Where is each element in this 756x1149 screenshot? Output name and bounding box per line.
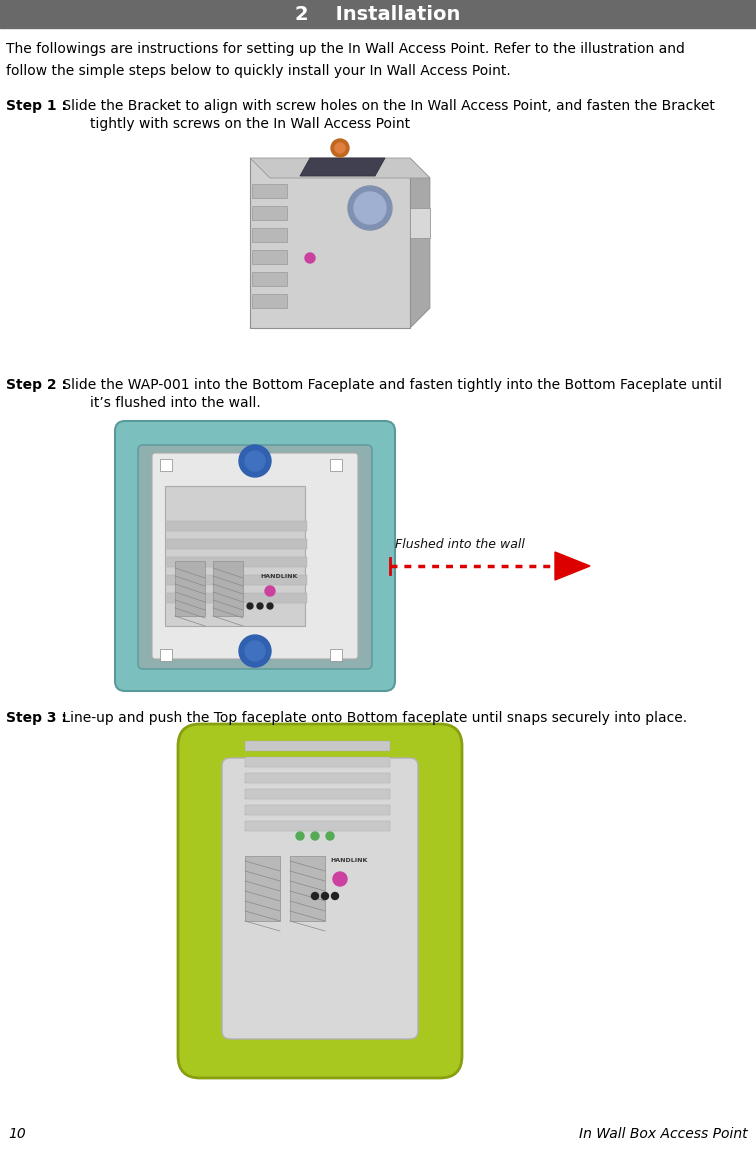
Circle shape <box>239 445 271 477</box>
Bar <box>290 856 325 921</box>
Text: In Wall Box Access Point: In Wall Box Access Point <box>579 1127 748 1141</box>
Bar <box>160 458 172 471</box>
Bar <box>252 294 287 308</box>
Bar <box>160 649 172 661</box>
Bar <box>252 184 287 198</box>
Bar <box>330 649 342 661</box>
Circle shape <box>326 832 334 840</box>
Bar <box>252 272 287 286</box>
Bar <box>167 574 307 585</box>
Circle shape <box>265 586 275 596</box>
Bar <box>410 208 430 238</box>
Circle shape <box>311 832 319 840</box>
Circle shape <box>239 635 271 668</box>
Bar <box>330 458 342 471</box>
Bar <box>252 250 287 264</box>
Circle shape <box>331 139 349 157</box>
Text: Step 1 :: Step 1 : <box>6 99 67 113</box>
Bar <box>213 561 243 616</box>
Text: 10: 10 <box>8 1127 26 1141</box>
Bar <box>245 822 390 831</box>
Text: Flushed into the wall: Flushed into the wall <box>395 538 525 550</box>
Circle shape <box>245 641 265 661</box>
Text: follow the simple steps below to quickly install your In Wall Access Point.: follow the simple steps below to quickly… <box>6 64 511 78</box>
Polygon shape <box>250 308 430 327</box>
Text: Slide the Bracket to align with screw holes on the In Wall Access Point, and fas: Slide the Bracket to align with screw ho… <box>58 99 715 113</box>
Circle shape <box>267 603 273 609</box>
Text: Slide the WAP-001 into the Bottom Faceplate and fasten tightly into the Bottom F: Slide the WAP-001 into the Bottom Facepl… <box>58 378 722 392</box>
Circle shape <box>257 603 263 609</box>
Text: tightly with screws on the In Wall Access Point: tightly with screws on the In Wall Acces… <box>90 117 410 131</box>
Bar <box>252 228 287 242</box>
Text: HANDLINK: HANDLINK <box>330 858 367 864</box>
Bar <box>175 561 205 616</box>
Circle shape <box>321 893 329 900</box>
Circle shape <box>335 142 345 153</box>
Circle shape <box>354 192 386 224</box>
Text: it’s flushed into the wall.: it’s flushed into the wall. <box>90 396 261 410</box>
Circle shape <box>348 186 392 230</box>
Bar <box>245 805 390 815</box>
Circle shape <box>245 452 265 471</box>
Polygon shape <box>250 159 430 178</box>
Bar <box>245 856 280 921</box>
Text: 2    Installation: 2 Installation <box>296 5 460 23</box>
FancyBboxPatch shape <box>138 445 372 669</box>
FancyBboxPatch shape <box>222 758 418 1039</box>
Bar <box>252 206 287 219</box>
Bar <box>167 520 307 531</box>
Text: Step 3 :: Step 3 : <box>6 711 67 725</box>
Text: The followings are instructions for setting up the In Wall Access Point. Refer t: The followings are instructions for sett… <box>6 43 685 56</box>
Circle shape <box>333 872 347 886</box>
Polygon shape <box>250 159 410 327</box>
FancyBboxPatch shape <box>115 421 395 691</box>
Polygon shape <box>410 159 430 327</box>
Bar <box>245 741 390 751</box>
Bar <box>245 757 390 768</box>
Bar <box>167 539 307 549</box>
Circle shape <box>331 893 339 900</box>
Circle shape <box>305 253 315 263</box>
Bar <box>245 773 390 782</box>
Bar <box>167 593 307 603</box>
Circle shape <box>311 893 318 900</box>
Polygon shape <box>555 552 590 580</box>
Text: Step 2 :: Step 2 : <box>6 378 67 392</box>
Text: HANDLINK: HANDLINK <box>260 573 297 578</box>
Bar <box>245 789 390 799</box>
Text: Line-up and push the Top faceplate onto Bottom faceplate until snaps securely in: Line-up and push the Top faceplate onto … <box>58 711 687 725</box>
Polygon shape <box>300 159 385 176</box>
Polygon shape <box>165 486 305 626</box>
Circle shape <box>296 832 304 840</box>
Circle shape <box>247 603 253 609</box>
FancyBboxPatch shape <box>178 724 462 1078</box>
FancyBboxPatch shape <box>152 453 358 660</box>
Bar <box>167 557 307 566</box>
Bar <box>0 0 756 28</box>
